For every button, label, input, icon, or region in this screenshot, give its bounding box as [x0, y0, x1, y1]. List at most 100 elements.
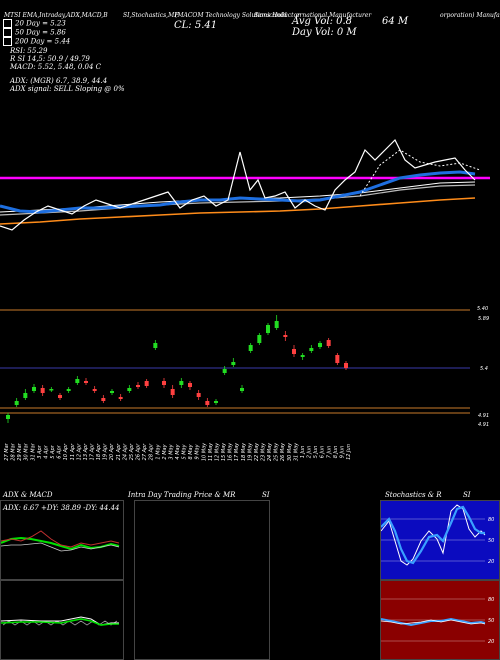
- stoch-k-line: [381, 504, 486, 566]
- candles-group: [6, 315, 348, 423]
- adx-di-plus-line: [1, 536, 120, 551]
- date-label: 25 May: [274, 442, 280, 461]
- header-stoch-label: SI,Stochastics,MF: [123, 12, 179, 19]
- adx-chart: [1, 530, 120, 552]
- date-label: 5 Apr: [50, 444, 56, 458]
- header-sector: Semiconductor: [254, 12, 301, 19]
- price-axis-low1: 4.91: [478, 413, 489, 419]
- date-label: 3 Apr: [37, 444, 43, 458]
- date-label: 12 May: [214, 442, 220, 461]
- candle-body: [101, 398, 106, 401]
- candle-body: [75, 379, 80, 383]
- candle-body: [179, 381, 184, 385]
- candle-body: [274, 321, 279, 328]
- macd-signal-line: [1, 618, 119, 626]
- candle-body: [118, 397, 123, 399]
- candle-body: [136, 385, 140, 387]
- adx-values: ADX: 6.67 +DY: 38.89 -DY: 44.44: [3, 504, 120, 512]
- candle-body: [300, 355, 305, 357]
- legend-20-day: 20 Day = 5.23: [3, 19, 66, 28]
- intraday-panel: [134, 500, 270, 660]
- macd-line: MACD: 5.52, 5.48, 0.04 C: [10, 63, 102, 71]
- candle-chart-panel: 5.40 5.89 5.4 4.91 4.91 27 Mar 28 Mar 29 M…: [0, 300, 500, 490]
- date-label: 19 Apr: [103, 443, 109, 461]
- price-axis-low2: 4.91: [478, 422, 489, 428]
- legend-20-day-label: 20 Day = 5.23: [15, 19, 66, 28]
- date-label: 1 Jun: [300, 446, 306, 459]
- date-label: 31 Mar: [30, 442, 36, 460]
- candle-body: [188, 383, 192, 387]
- legend-50-day-swatch: [3, 28, 12, 37]
- candle-body: [248, 345, 253, 351]
- adx-panel-title: ADX & MACD: [3, 491, 53, 499]
- mr-level-label-50: 50: [488, 618, 494, 624]
- date-label: 17 May: [234, 442, 240, 461]
- price-axis-mid: 5.4: [480, 366, 488, 372]
- date-label: 8 May: [188, 443, 194, 459]
- mr-panel: 80 50 20: [380, 580, 500, 660]
- date-label: 26 Apr: [136, 443, 142, 461]
- candle-body: [196, 393, 201, 397]
- date-label: 24 May: [267, 442, 273, 461]
- date-label: 4 May: [175, 443, 181, 459]
- stochastics-panel: 80 50 20: [380, 500, 500, 580]
- legend-200-day: 200 Day = 5.44: [3, 37, 70, 46]
- avg-vol-unit: 64 M: [382, 16, 409, 27]
- mr-level-label-20: 20: [488, 639, 494, 645]
- date-label: 21 Apr: [116, 443, 122, 461]
- ema50-line: [0, 184, 476, 216]
- date-label: 17 Apr: [90, 443, 96, 461]
- candle-body: [318, 343, 322, 347]
- candle-body: [58, 395, 62, 398]
- ema200-line: [0, 197, 476, 225]
- date-label: 18 May: [241, 442, 247, 461]
- macd-chart: [1, 616, 119, 626]
- avg-vol-label: Avg Vol: 0.8: [292, 16, 353, 27]
- candle-body: [6, 415, 10, 419]
- date-label: 24 Apr: [122, 443, 128, 461]
- price-marker: 5.40: [477, 306, 488, 312]
- date-label: 10 Apr: [63, 443, 69, 461]
- date-label: 13 Apr: [83, 443, 89, 461]
- price-dotted-line: [359, 149, 481, 197]
- date-label: 1 May: [155, 443, 161, 459]
- date-label: 2 Jun: [307, 446, 313, 459]
- candle-body: [110, 391, 114, 393]
- date-label: 7 Jun: [326, 446, 332, 459]
- si-line: R SI 14,5: 50.9 / 49.79: [10, 55, 90, 63]
- mr-mfi-line: [381, 619, 486, 625]
- price-axis-top: 5.89: [478, 316, 489, 322]
- candle-body: [92, 389, 97, 391]
- adx-di-minus-line: [1, 530, 120, 548]
- candle-body: [292, 349, 296, 354]
- candle-body: [127, 388, 132, 391]
- date-label: 8 Jun: [333, 446, 339, 459]
- legend-200-day-swatch: [3, 37, 12, 46]
- legend-20-day-swatch: [3, 19, 12, 28]
- candle-body: [23, 393, 28, 398]
- date-label: 30 May: [287, 442, 293, 461]
- candle-body: [162, 381, 166, 385]
- ema-chart: [0, 138, 490, 231]
- date-label: 16 May: [228, 442, 234, 461]
- date-label: 28 Apr: [149, 443, 155, 461]
- date-label: 25 Apr: [129, 443, 135, 461]
- date-label: 29 Mar: [17, 442, 23, 460]
- candle-body: [344, 363, 348, 368]
- candle-body: [283, 335, 288, 337]
- date-label: 19 May: [247, 442, 253, 461]
- ema-chart-panel: MTSI EMA,Intraday,ADX,MACD,B SI,Stochast…: [0, 0, 500, 300]
- legend-200-day-label: 200 Day = 5.44: [15, 37, 71, 46]
- date-label: 31 May: [293, 442, 299, 461]
- header-right-text: ernational Manufacturer: [296, 12, 372, 19]
- date-label: 9 Jun: [339, 446, 345, 459]
- adx-signal: ADX signal: SELL Sloping @ 0%: [10, 85, 125, 93]
- date-label: 10 May: [201, 442, 207, 461]
- candle-body: [214, 401, 218, 403]
- date-label: 11 Apr: [70, 443, 76, 461]
- intra-panel-title: Intra Day Trading Price & MR: [128, 491, 236, 499]
- candle-body: [32, 387, 36, 391]
- candle-body: [84, 381, 88, 383]
- date-label: 15 May: [221, 442, 227, 461]
- price-line: [0, 138, 476, 231]
